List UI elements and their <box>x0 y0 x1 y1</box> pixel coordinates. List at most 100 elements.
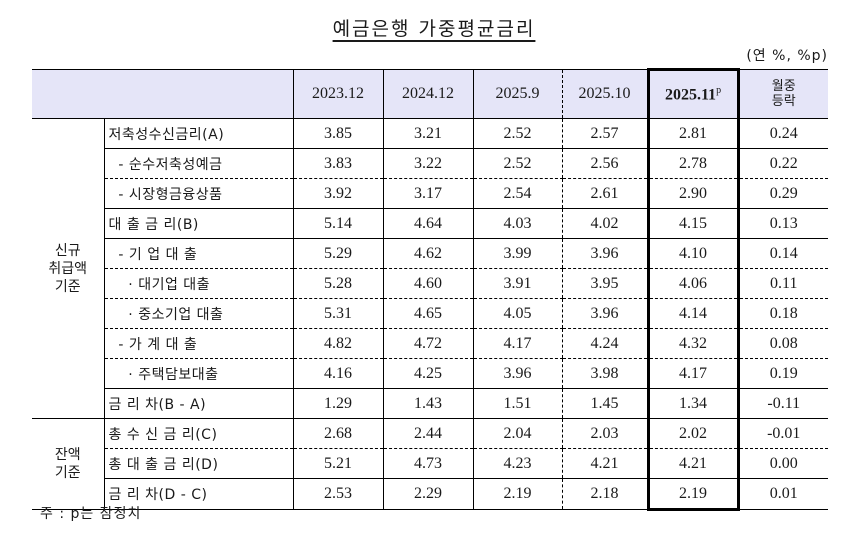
value-cell: 2.04 <box>472 418 562 449</box>
value-cell: 4.03 <box>472 208 562 239</box>
value-cell: 0.19 <box>737 358 828 389</box>
table-title: 예금은행 가중평균금리 <box>332 18 536 40</box>
value-cell: 4.17 <box>646 358 740 389</box>
table-row: - 기 업 대 출 5.29 4.62 3.99 3.96 4.10 0.14 <box>32 238 828 269</box>
unit-label: (연 %, %p) <box>746 48 828 64</box>
value-cell: 4.23 <box>472 448 562 479</box>
group-label-line: 기준 <box>54 278 81 295</box>
value-cell: 2.44 <box>382 418 473 449</box>
value-cell: 0.29 <box>737 178 828 209</box>
value-cell: 3.22 <box>382 148 473 179</box>
value-cell: 3.95 <box>561 268 648 299</box>
value-cell: 1.29 <box>292 388 383 419</box>
value-cell: 2.90 <box>646 178 740 209</box>
value-cell: 0.14 <box>737 238 828 269</box>
group-label-line: 잔액 <box>54 447 81 463</box>
value-cell: 0.08 <box>737 328 828 359</box>
value-cell: 5.31 <box>292 298 383 329</box>
value-cell: 3.98 <box>561 358 648 389</box>
value-cell: 4.72 <box>382 328 473 359</box>
value-cell: 4.73 <box>382 448 473 479</box>
row-label: 총 대 출 금 리(D) <box>104 448 293 479</box>
value-cell: 3.96 <box>561 238 648 269</box>
table-row: - 순수저축성예금 3.83 3.22 2.52 2.56 2.78 0.22 <box>32 148 828 179</box>
value-cell: 0.22 <box>737 148 828 179</box>
group-label: 신규 취급액 기준 <box>32 118 105 419</box>
value-cell: 4.05 <box>472 298 562 329</box>
value-cell: 4.06 <box>646 268 740 299</box>
value-cell: 4.15 <box>646 208 740 239</box>
value-cell: 4.64 <box>382 208 473 239</box>
value-cell: 2.52 <box>472 118 562 149</box>
table-row: 잔액 기준 총 수 신 금 리(C) 2.68 2.44 2.04 2.03 2.02 -0.0… <box>32 418 828 510</box>
value-cell: 5.29 <box>292 238 383 269</box>
value-cell: 0.00 <box>737 448 828 479</box>
row-label: 저축성수신금리(A) <box>104 118 293 149</box>
value-cell: 2.19 <box>646 478 740 511</box>
value-cell: 1.43 <box>382 388 473 419</box>
group-label-line: 신규 <box>54 242 81 259</box>
value-cell: 2.54 <box>472 178 562 209</box>
col-header-2025-11: 2025.11p <box>646 68 740 119</box>
group-label-line: 기준 <box>54 465 81 481</box>
value-cell: 4.25 <box>382 358 473 389</box>
table-row: 신규 취급액 기준 저축성수신금리(A) 3.85 3.21 2.52 2.57 2.81 0.2… <box>32 118 828 419</box>
value-cell: 4.65 <box>382 298 473 329</box>
table-row: 금 리 차(D - C) 2.53 2.29 2.19 2.18 2.19 0.01 <box>32 478 828 511</box>
provisional-mark: p <box>716 84 722 96</box>
table-row: - 시장형금융상품 3.92 3.17 2.54 2.61 2.90 0.29 <box>32 178 828 209</box>
value-cell: 3.92 <box>292 178 383 209</box>
header-row: 2023.12 2024.12 2025.9 2025.10 2025.11p … <box>32 68 828 119</box>
value-cell: 3.83 <box>292 148 383 179</box>
value-cell: 2.81 <box>646 118 740 149</box>
value-cell: 5.14 <box>292 208 383 239</box>
value-cell: 2.53 <box>292 478 383 510</box>
group-label-line: 취급액 <box>48 260 88 277</box>
value-cell: 4.32 <box>646 328 740 359</box>
table-row: · 중소기업 대출 5.31 4.65 4.05 3.96 4.14 0.18 <box>32 298 828 329</box>
row-label: 금 리 차(D - C) <box>104 478 293 510</box>
value-cell: 3.96 <box>561 298 648 329</box>
value-cell: 4.10 <box>646 238 740 269</box>
table-row: 총 대 출 금 리(D) 5.21 4.73 4.23 4.21 4.21 0.00 <box>32 448 828 479</box>
col-header-2023-12: 2023.12 <box>292 69 383 119</box>
row-label: · 중소기업 대출 <box>104 298 293 329</box>
col-header-2024-12: 2024.12 <box>382 69 473 119</box>
value-cell: 0.01 <box>737 478 828 510</box>
value-cell: 4.02 <box>561 208 648 239</box>
value-cell: 4.21 <box>561 448 648 479</box>
value-cell: 1.45 <box>561 388 648 419</box>
value-cell: 4.82 <box>292 328 383 359</box>
value-cell: 3.91 <box>472 268 562 299</box>
footnote: 주 : p는 잠정치 <box>40 506 142 522</box>
value-cell: 2.61 <box>561 178 648 209</box>
value-cell: 4.21 <box>646 448 740 479</box>
row-label: - 기 업 대 출 <box>104 238 293 269</box>
value-cell: 1.51 <box>472 388 562 419</box>
value-cell: 0.24 <box>737 118 828 149</box>
value-cell: 4.24 <box>561 328 648 359</box>
col-header-2025-9: 2025.9 <box>472 69 562 119</box>
table-row: 대 출 금 리(B) 5.14 4.64 4.03 4.02 4.15 0.13 <box>32 208 828 239</box>
row-label: 금 리 차(B - A) <box>104 388 293 419</box>
value-cell: 2.29 <box>382 478 473 510</box>
value-cell: 3.99 <box>472 238 562 269</box>
value-cell: 5.21 <box>292 448 383 479</box>
value-cell: 3.17 <box>382 178 473 209</box>
row-label: - 가 계 대 출 <box>104 328 293 359</box>
col-header-2025-10: 2025.10 <box>561 69 648 119</box>
value-cell: 3.21 <box>382 118 473 149</box>
value-cell: 2.18 <box>561 478 648 510</box>
interest-rate-table: 2023.12 2024.12 2025.9 2025.10 2025.11p … <box>32 68 828 511</box>
value-cell: -0.11 <box>737 388 828 419</box>
row-label: - 순수저축성예금 <box>104 148 293 179</box>
value-cell: 3.85 <box>292 118 383 149</box>
value-cell: -0.01 <box>737 418 828 449</box>
value-cell: 0.11 <box>737 268 828 299</box>
table-row: 금 리 차(B - A) 1.29 1.43 1.51 1.45 1.34 -0.11 <box>32 388 828 419</box>
value-cell: 4.14 <box>646 298 740 329</box>
value-cell: 2.56 <box>561 148 648 179</box>
row-label: 총 수 신 금 리(C) <box>104 418 293 449</box>
table-row: · 대기업 대출 5.28 4.60 3.91 3.95 4.06 0.11 <box>32 268 828 299</box>
table-row: - 가 계 대 출 4.82 4.72 4.17 4.24 4.32 0.08 <box>32 328 828 359</box>
